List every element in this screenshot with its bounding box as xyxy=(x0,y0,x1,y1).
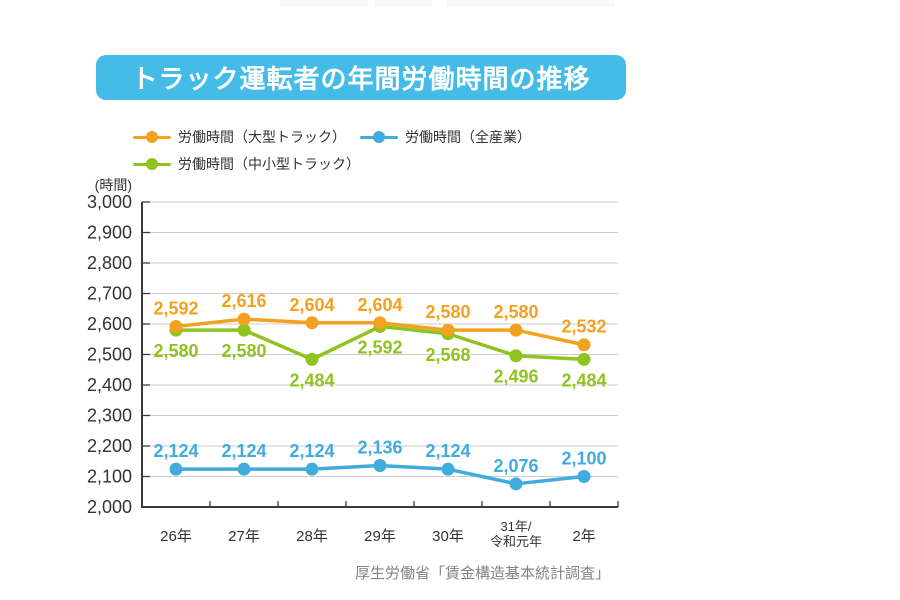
y-tick-label: 2,100 xyxy=(87,467,132,487)
data-point xyxy=(509,323,523,337)
x-tick-label: 30年 xyxy=(432,528,464,545)
data-point xyxy=(373,316,387,330)
legend-dot-icon xyxy=(146,131,158,143)
data-point-label: 2,616 xyxy=(221,291,266,311)
y-tick-label: 2,400 xyxy=(87,375,132,395)
line-marker-icon xyxy=(360,131,398,143)
y-axis-unit-label: (時間) xyxy=(95,177,132,193)
data-point xyxy=(169,319,183,333)
data-point-label: 2,580 xyxy=(493,302,538,322)
legend-item-all-industries: 労働時間（全産業） xyxy=(360,128,531,146)
data-point-label: 2,124 xyxy=(221,441,266,461)
data-point xyxy=(305,352,319,366)
data-point-label: 2,484 xyxy=(289,370,334,390)
x-tick-label: 27年 xyxy=(228,528,260,545)
legend-item-large-truck: 労働時間（大型トラック） xyxy=(133,128,346,146)
x-tick-label: 2年 xyxy=(572,528,595,545)
legend-dot-icon xyxy=(373,131,385,143)
data-point xyxy=(577,338,591,352)
line-marker-icon xyxy=(133,131,171,143)
data-point-label: 2,532 xyxy=(561,317,606,337)
data-point-label: 2,604 xyxy=(289,295,334,315)
y-tick-label: 2,500 xyxy=(87,345,132,365)
data-point xyxy=(373,459,387,473)
data-point-label: 2,568 xyxy=(425,345,470,365)
data-point xyxy=(441,323,455,337)
data-point-label: 2,496 xyxy=(493,367,538,387)
y-tick-label: 2,000 xyxy=(87,497,132,517)
y-tick-label: 2,700 xyxy=(87,284,132,304)
data-point xyxy=(237,312,251,326)
title-banner: トラック運転者の年間労働時間の推移 xyxy=(96,55,626,100)
y-tick-label: 2,300 xyxy=(87,406,132,426)
data-point-label: 2,484 xyxy=(561,370,606,390)
data-point-label: 2,592 xyxy=(357,337,402,357)
legend-label: 労働時間（全産業） xyxy=(405,129,531,145)
data-point xyxy=(305,462,319,476)
line-marker-icon xyxy=(133,158,171,170)
data-point-label: 2,124 xyxy=(289,441,334,461)
y-tick-label: 2,600 xyxy=(87,314,132,334)
cropped-content-artifact xyxy=(280,0,368,7)
data-point xyxy=(509,349,523,363)
x-tick-label: 26年 xyxy=(160,528,192,545)
data-point-label: 2,604 xyxy=(357,295,402,315)
data-point-label: 2,580 xyxy=(221,341,266,361)
data-point xyxy=(305,316,319,330)
legend-item-small-medium-truck: 労働時間（中小型トラック） xyxy=(133,155,360,173)
data-point-label: 2,592 xyxy=(153,298,198,318)
x-tick-label: 31年/令和元年 xyxy=(490,519,542,549)
data-point xyxy=(237,323,251,337)
data-point-label: 2,124 xyxy=(425,441,470,461)
data-point xyxy=(169,462,183,476)
data-point-label: 2,580 xyxy=(153,341,198,361)
x-tick-label: 28年 xyxy=(296,528,328,545)
data-point-label: 2,100 xyxy=(561,449,606,469)
data-point-label: 2,076 xyxy=(493,456,538,476)
y-tick-label: 2,800 xyxy=(87,253,132,273)
data-point-label: 2,580 xyxy=(425,302,470,322)
cropped-content-artifact xyxy=(375,0,432,7)
legend-label: 労働時間（大型トラック） xyxy=(178,129,346,145)
data-point xyxy=(441,462,455,476)
data-point xyxy=(237,462,251,476)
legend-label: 労働時間（中小型トラック） xyxy=(178,156,360,172)
y-tick-label: 2,900 xyxy=(87,223,132,243)
y-tick-label: 3,000 xyxy=(87,192,132,212)
y-tick-label: 2,200 xyxy=(87,436,132,456)
cropped-content-artifact xyxy=(447,0,615,7)
data-point xyxy=(509,477,523,491)
data-point-label: 2,136 xyxy=(357,438,402,458)
data-point-label: 2,124 xyxy=(153,441,198,461)
data-point xyxy=(577,470,591,483)
data-point xyxy=(577,352,591,366)
page-title: トラック運転者の年間労働時間の推移 xyxy=(131,64,591,94)
source-caption: 厚生労働省「賃金構造基本統計調査」 xyxy=(355,565,611,582)
legend-dot-icon xyxy=(146,158,158,170)
x-tick-label: 29年 xyxy=(364,528,396,545)
